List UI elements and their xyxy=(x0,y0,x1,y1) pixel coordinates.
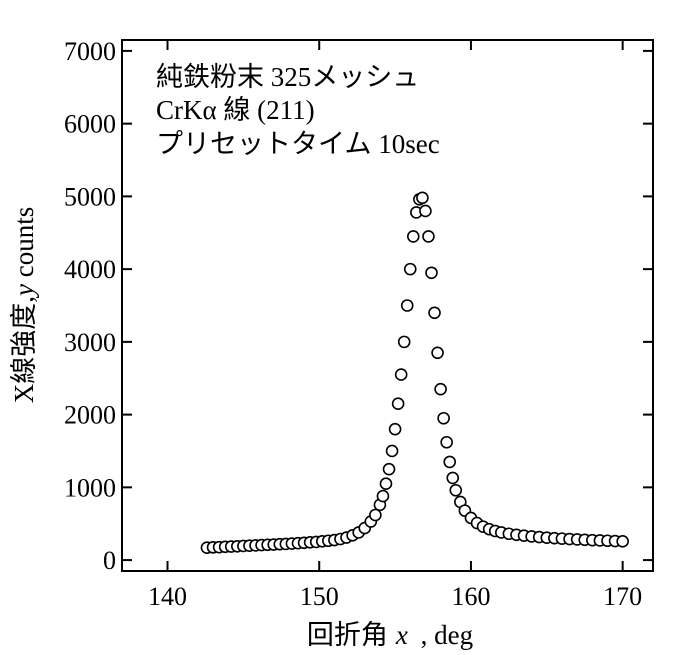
data-point xyxy=(406,230,420,243)
data-point xyxy=(425,266,438,280)
data-point xyxy=(443,455,457,469)
y-axis-label-unit: counts xyxy=(9,207,39,284)
data-point xyxy=(385,444,399,458)
y-tick-label: 3000 xyxy=(64,328,116,357)
y-axis-label-var: y xyxy=(9,284,39,299)
annotation-block: 純鉄粉末 325メッシュ CrKα 線 (211) プリセットタイム 10sec xyxy=(156,62,440,159)
x-tick-label: 170 xyxy=(603,582,642,611)
data-point xyxy=(416,191,429,205)
y-tick-label: 1000 xyxy=(64,473,116,502)
data-point xyxy=(434,382,447,396)
x-tick-label: 140 xyxy=(148,582,187,611)
annotation-line-3: プリセットタイム 10sec xyxy=(156,129,440,159)
y-tick-label: 7000 xyxy=(64,37,116,66)
y-tick-label: 0 xyxy=(103,546,116,575)
annotation-line-2: CrKα 線 (211) xyxy=(156,95,315,125)
data-point xyxy=(376,489,390,503)
y-tick-label: 5000 xyxy=(64,182,116,211)
x-tick-label: 160 xyxy=(451,582,490,611)
data-point xyxy=(422,230,435,243)
y-tick-label: 6000 xyxy=(64,110,116,139)
data-point xyxy=(616,535,629,548)
x-axis-label-var: x xyxy=(395,620,408,650)
y-axis-ticks: 0 1000 2000 3000 4000 5000 6000 7000 xyxy=(64,37,653,575)
y-tick-label: 4000 xyxy=(64,255,116,284)
data-point xyxy=(391,397,405,410)
data-point xyxy=(428,306,441,320)
y-axis-label-main: X線強度, xyxy=(9,296,39,403)
data-point xyxy=(388,422,402,436)
data-point xyxy=(419,204,432,218)
data-points xyxy=(200,191,629,555)
data-point xyxy=(449,483,463,497)
x-axis-label-main: 回折角 xyxy=(307,620,388,650)
data-point xyxy=(431,346,444,360)
y-tick-label: 2000 xyxy=(64,401,116,430)
x-tick-label: 150 xyxy=(300,582,339,611)
plot-frame xyxy=(121,39,654,572)
data-point xyxy=(440,435,453,449)
x-axis-ticks: 140 150 160 170 xyxy=(148,40,642,611)
data-point xyxy=(397,335,411,349)
y-axis-label: X線強度,y counts xyxy=(9,207,39,403)
data-point xyxy=(369,508,382,522)
data-point xyxy=(403,262,417,276)
x-axis-label: 回折角 x , deg xyxy=(307,620,473,650)
data-point xyxy=(379,477,393,491)
data-point xyxy=(400,299,414,312)
data-point xyxy=(446,471,460,485)
x-axis-label-unit: , deg xyxy=(414,620,473,650)
data-point xyxy=(394,368,408,381)
annotation-line-1: 純鉄粉末 325メッシュ xyxy=(156,62,419,92)
data-point xyxy=(382,462,396,476)
data-point xyxy=(437,411,450,425)
